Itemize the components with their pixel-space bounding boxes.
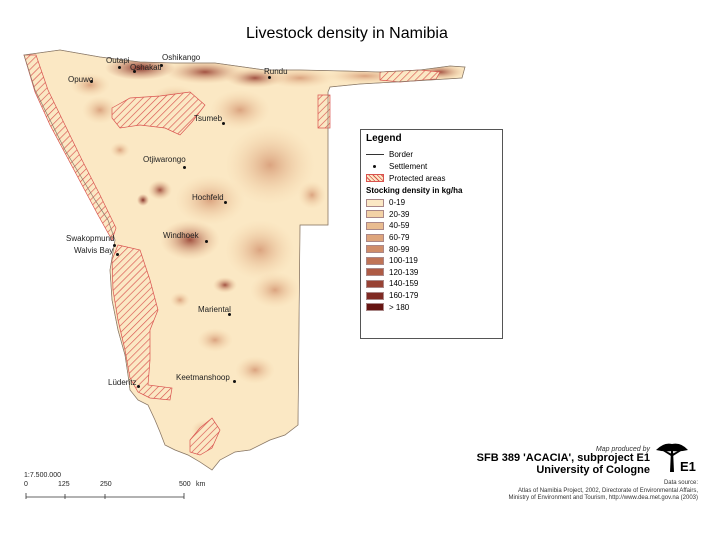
legend-row-settlement: Settlement (366, 160, 497, 172)
place-label-otjiwarongo: Otjiwarongo (143, 155, 186, 164)
settlement-dot-tsumeb (222, 122, 225, 125)
legend-class-row: 140-159 (366, 278, 497, 290)
settlement-dot-rundu (268, 76, 271, 79)
data-source: Data source: Atlas of Namibia Project, 2… (508, 480, 698, 503)
legend-class-label: 20-39 (389, 209, 410, 219)
legend-title: Legend (366, 133, 402, 144)
settlement-dot-hochfeld (224, 201, 227, 204)
legend-class-label: 120-139 (389, 267, 419, 277)
legend-class-swatch (366, 279, 384, 288)
legend-border-label: Border (389, 149, 414, 159)
project-label: SFB 389 'ACACIA', subproject E1 (476, 452, 650, 465)
place-label-oshikango: Oshikango (162, 53, 201, 62)
legend-class-swatch (366, 256, 384, 265)
settlement-dot-symbol (366, 162, 384, 170)
place-label-oshakati: Oshakati (130, 63, 162, 72)
scale-tick-125: 125 (58, 481, 70, 488)
bwabwata-park (317, 94, 331, 129)
scale-tick-0: 0 (24, 481, 28, 488)
settlement-dot-oshakati (133, 70, 136, 73)
legend-class-row: 100-119 (366, 255, 497, 267)
legend-class-label: 0-19 (389, 198, 406, 208)
legend-class-swatch (366, 210, 384, 219)
border-line-symbol (366, 150, 384, 158)
legend-class-label: 140-159 (389, 279, 419, 289)
place-label-outapi: Outapi (106, 56, 130, 65)
map-legend: Legend Border Settlement Protected areas… (360, 129, 503, 339)
settlement-dot-otjiwarongo (183, 166, 186, 169)
legend-class-label: > 180 (389, 302, 410, 312)
settlement-dot-swakopmund (113, 244, 116, 247)
legend-row-border: Border (366, 148, 497, 160)
settlement-dot-outapi (118, 66, 121, 69)
scale-bar: 1:7.500.000 0 125 250 500 km (24, 472, 224, 501)
place-label-keetmanshoop: Keetmanshoop (176, 373, 230, 382)
place-label-swakopmund: Swakopmund (66, 234, 115, 243)
legend-density-title: Stocking density in kg/ha (366, 186, 463, 195)
protected-areas (23, 54, 441, 456)
legend-class-swatch (366, 198, 384, 207)
skeleton-coast-park (23, 54, 117, 241)
settlement-dot-mariental (228, 313, 231, 316)
legend-class-row: 40-59 (366, 220, 497, 232)
legend-class-swatch (366, 303, 384, 312)
legend-class-label: 40-59 (389, 221, 410, 231)
density-class-list: 0-19 20-39 40-59 60-79 80-99 100-119 120-139 14… (366, 197, 497, 313)
legend-row-protected: Protected areas (366, 172, 497, 184)
legend-class-swatch (366, 233, 384, 242)
hatch-symbol (366, 174, 384, 182)
source-heading: Data source: (663, 480, 698, 486)
legend-class-row: 20-39 (366, 209, 497, 221)
settlement-dot-windhoek (205, 240, 208, 243)
settlement-dot-luderitz (137, 385, 140, 388)
legend-class-row: > 180 (366, 301, 497, 313)
place-label-windhoek: Windhoek (163, 231, 199, 240)
legend-class-swatch (366, 268, 384, 277)
legend-class-swatch (366, 221, 384, 230)
source-line-2: Ministry of Environment and Tourism, htt… (508, 495, 698, 501)
legend-class-swatch (366, 245, 384, 254)
legend-class-row: 60-79 (366, 232, 497, 244)
namib-naukluft-park (111, 244, 173, 401)
settlement-dot-keetmanshoop (233, 380, 236, 383)
scale-tick-250: 250 (100, 481, 112, 488)
scale-tick-500: 500 (179, 481, 191, 488)
e1-logo-text: E1 (680, 459, 696, 474)
scale-ratio: 1:7.500.000 (24, 472, 61, 479)
scale-line (25, 493, 185, 499)
credit-block: Map produced by SFB 389 'ACACIA', subpro… (477, 446, 650, 476)
place-label-tsumeb: Tsumeb (194, 114, 223, 123)
country-border (23, 49, 466, 471)
place-label-hochfeld: Hochfeld (192, 193, 224, 202)
place-label-walvisbay: Walvis Bay (74, 246, 114, 255)
legend-class-row: 0-19 (366, 197, 497, 209)
legend-settlement-label: Settlement (389, 161, 428, 171)
legend-class-label: 160-179 (389, 291, 419, 301)
source-line-1: Atlas of Namibia Project, 2002, Director… (518, 487, 698, 494)
ai-ais-park (189, 417, 221, 456)
legend-class-label: 100-119 (389, 256, 418, 266)
legend-class-row: 80-99 (366, 243, 497, 255)
settlement-dot-opuwo (90, 80, 93, 83)
place-label-mariental: Mariental (198, 305, 231, 314)
etosha-park (111, 91, 206, 136)
map-title: Livestock density in Namibia (246, 25, 448, 42)
legend-class-swatch (366, 291, 384, 300)
legend-class-row: 120-139 (366, 267, 497, 279)
place-label-opuwo: Opuwo (68, 75, 94, 84)
legend-class-row: 160-179 (366, 290, 497, 302)
scale-unit: km (196, 481, 206, 488)
settlement-dot-walvisbay (116, 253, 119, 256)
producer-label: Map produced by (595, 446, 650, 453)
acacia-tree-icon (656, 443, 688, 472)
legend-class-label: 80-99 (389, 244, 410, 254)
legend-protected-label: Protected areas (389, 173, 446, 183)
legend-class-label: 60-79 (389, 233, 410, 243)
university-label: University of Cologne (536, 463, 650, 476)
settlement-dot-oshikango (160, 64, 163, 67)
place-label-luderitz: Lüderitz (108, 378, 137, 387)
place-label-rundu: Rundu (264, 67, 288, 76)
